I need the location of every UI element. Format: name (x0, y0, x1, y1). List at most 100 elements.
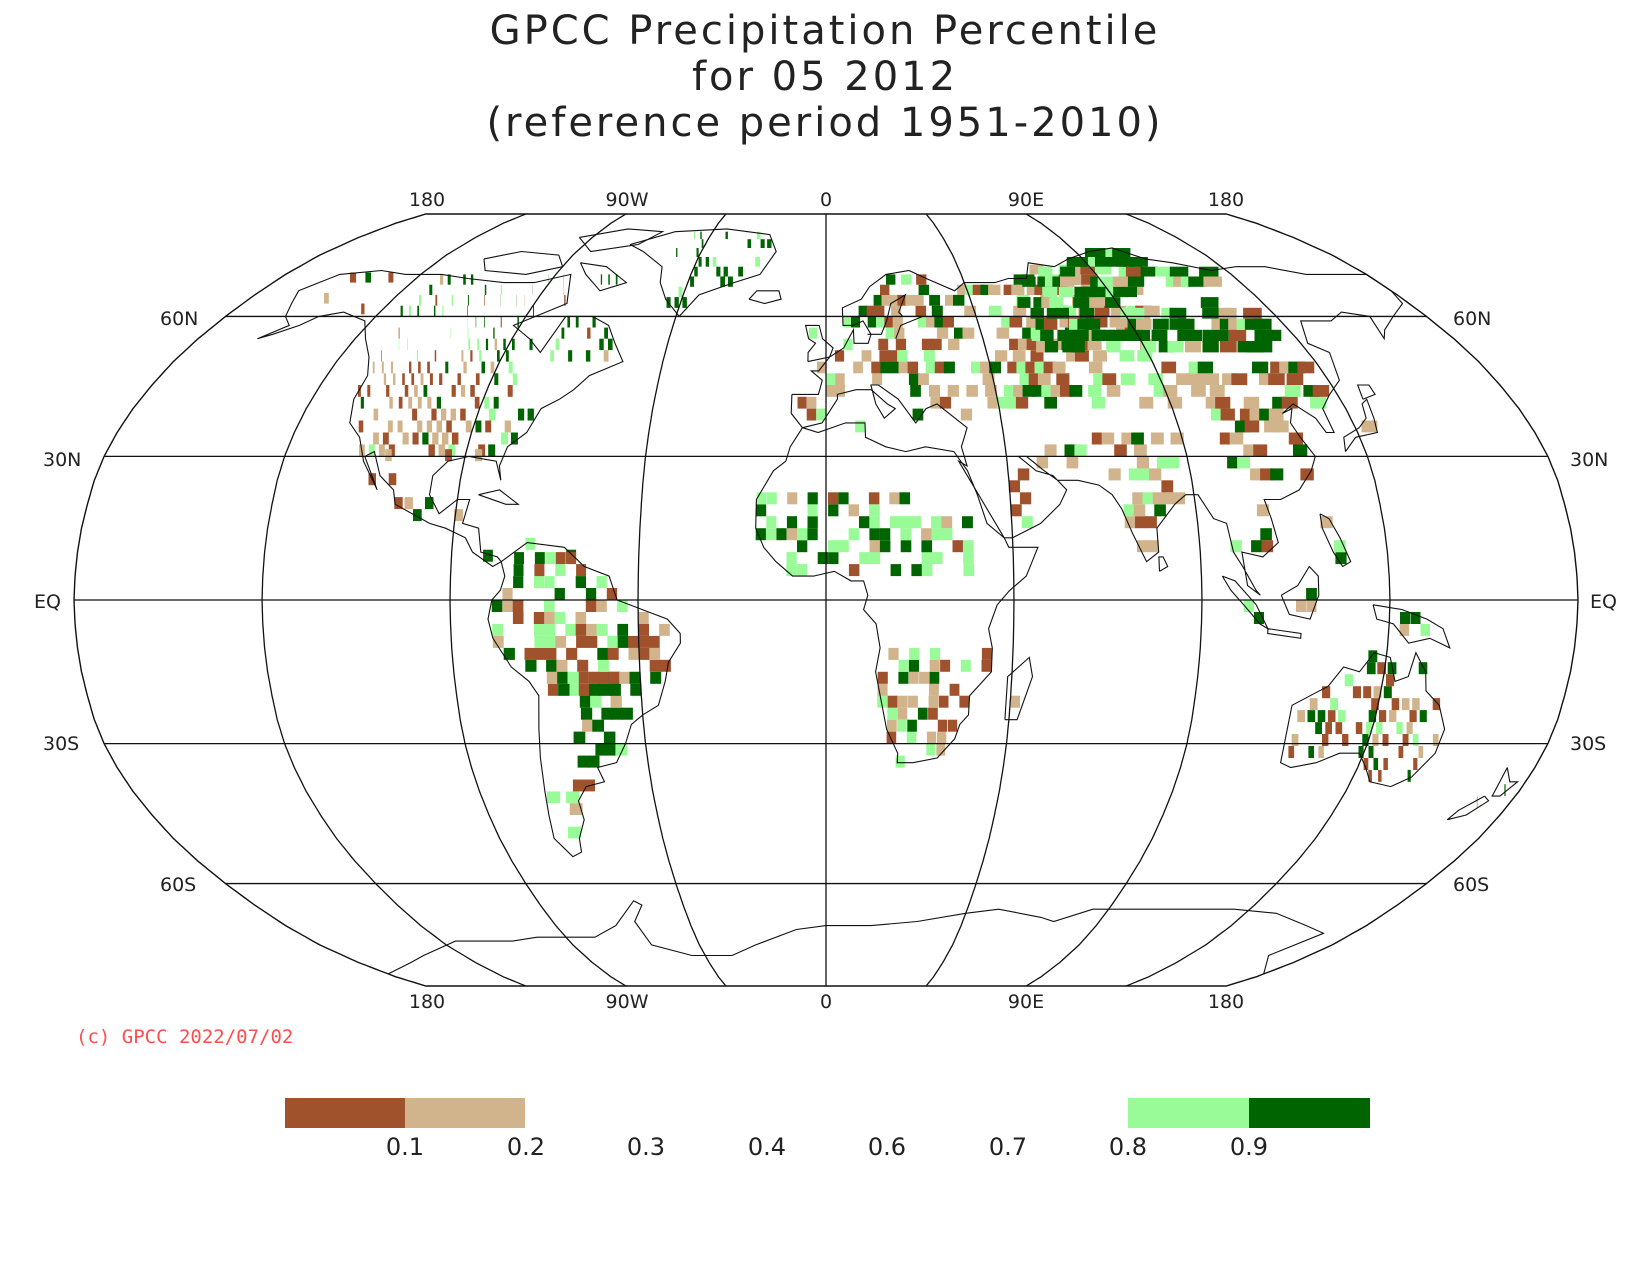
percentile-cell (412, 432, 419, 445)
percentile-cell (1131, 432, 1144, 445)
percentile-cell (1031, 385, 1045, 397)
percentile-cell (880, 284, 890, 295)
percentile-cell (1064, 444, 1077, 457)
percentile-cell (465, 420, 472, 433)
percentile-cell (1034, 284, 1049, 295)
percentile-cell (1188, 276, 1207, 287)
percentile-cell (650, 671, 662, 684)
percentile-cell (766, 492, 777, 505)
percentile-cell (500, 284, 502, 295)
percentile-cell (450, 408, 456, 421)
percentile-cell (1231, 373, 1248, 385)
percentile-cell (1030, 307, 1044, 319)
coastline (1343, 398, 1379, 452)
percentile-cell (484, 316, 485, 328)
percentile-cell (649, 647, 661, 660)
percentile-cell (1230, 540, 1242, 553)
percentile-cell (1322, 734, 1329, 746)
percentile-cell (603, 731, 616, 744)
percentile-cell (843, 338, 853, 351)
percentile-cell (1092, 350, 1107, 362)
percentile-cell (564, 294, 566, 306)
coastline (579, 262, 628, 292)
percentile-cell (1029, 264, 1044, 275)
percentile-cell (889, 492, 900, 505)
percentile-cell (420, 373, 424, 385)
percentile-cell (1026, 284, 1041, 295)
percentile-cell (481, 361, 486, 374)
percentile-cell (725, 231, 728, 240)
percentile-cell (929, 385, 940, 397)
percentile-cell (587, 327, 591, 339)
percentile-cell (1010, 504, 1022, 517)
percentile-cell (394, 497, 403, 510)
title-line-2: for 05 2012 (691, 54, 959, 100)
percentile-cell (524, 647, 536, 660)
percentile-cell (1121, 432, 1134, 445)
percentile-cell (1066, 350, 1080, 362)
percentile-cell (1243, 307, 1262, 319)
percentile-cell (1009, 338, 1022, 351)
percentile-cell (534, 552, 545, 565)
percentile-cell (1081, 327, 1097, 339)
percentile-cell (1199, 266, 1219, 277)
percentile-cell (1335, 722, 1343, 735)
percentile-cell (451, 432, 459, 445)
percentile-cell (1366, 662, 1376, 675)
percentile-cell (1244, 420, 1260, 433)
percentile-cell (388, 272, 394, 283)
percentile-cell (949, 683, 960, 696)
percentile-cell (628, 635, 639, 648)
percentile-cell (1050, 385, 1064, 397)
percentile-cell (388, 473, 397, 486)
percentile-cell (907, 719, 917, 732)
percentile-cell (479, 350, 482, 362)
percentile-cell (1286, 373, 1304, 385)
percentile-cell (937, 731, 947, 744)
percentile-cell (1010, 695, 1020, 708)
percentile-cell (1410, 612, 1421, 624)
percentile-cell (897, 294, 908, 306)
percentile-cell (1432, 698, 1441, 711)
percentile-cell (1167, 396, 1183, 409)
percentile-cell (929, 294, 940, 306)
percentile-cell (1412, 698, 1420, 711)
percentile-cell (388, 444, 395, 457)
percentile-cell (720, 276, 726, 287)
percentile-cell (385, 449, 392, 462)
percentile-cell (417, 305, 420, 317)
legend-tick-labels: 0.1 0.2 0.3 0.4 0.6 0.7 0.8 0.9 (386, 1133, 1268, 1161)
percentile-cell (1202, 341, 1219, 353)
percentile-cell (427, 361, 430, 374)
percentile-cell (826, 385, 836, 397)
coastline (1319, 513, 1352, 568)
percentile-cell (1108, 468, 1121, 481)
percentile-cell (1237, 456, 1250, 469)
percentile-cell (440, 274, 444, 285)
percentile-cell (918, 373, 929, 385)
percentile-cell (544, 612, 555, 624)
percentile-cell (1060, 276, 1075, 287)
percentile-cell (1358, 746, 1364, 758)
percentile-cell (889, 294, 900, 306)
percentile-cell (615, 274, 618, 285)
coastline (748, 290, 782, 305)
percentile-cell (387, 420, 393, 433)
percentile-cell (988, 305, 1002, 317)
percentile-cell (1252, 361, 1269, 374)
percentile-cell (407, 338, 408, 351)
percentile-cell (1074, 329, 1089, 341)
percentile-cell (408, 396, 413, 409)
percentile-cell (592, 316, 596, 328)
percentile-cell (435, 294, 438, 306)
percentile-cell (1125, 329, 1142, 341)
percentile-cell (429, 284, 433, 295)
percentile-cell (1303, 385, 1320, 397)
percentile-cell (428, 444, 435, 457)
percentile-cell (1288, 361, 1305, 374)
percentile-cell (891, 305, 902, 317)
percentile-cell (1344, 674, 1353, 687)
percentile-cell (901, 274, 911, 285)
percentile-cell (756, 231, 761, 240)
percentile-cell (598, 671, 610, 684)
